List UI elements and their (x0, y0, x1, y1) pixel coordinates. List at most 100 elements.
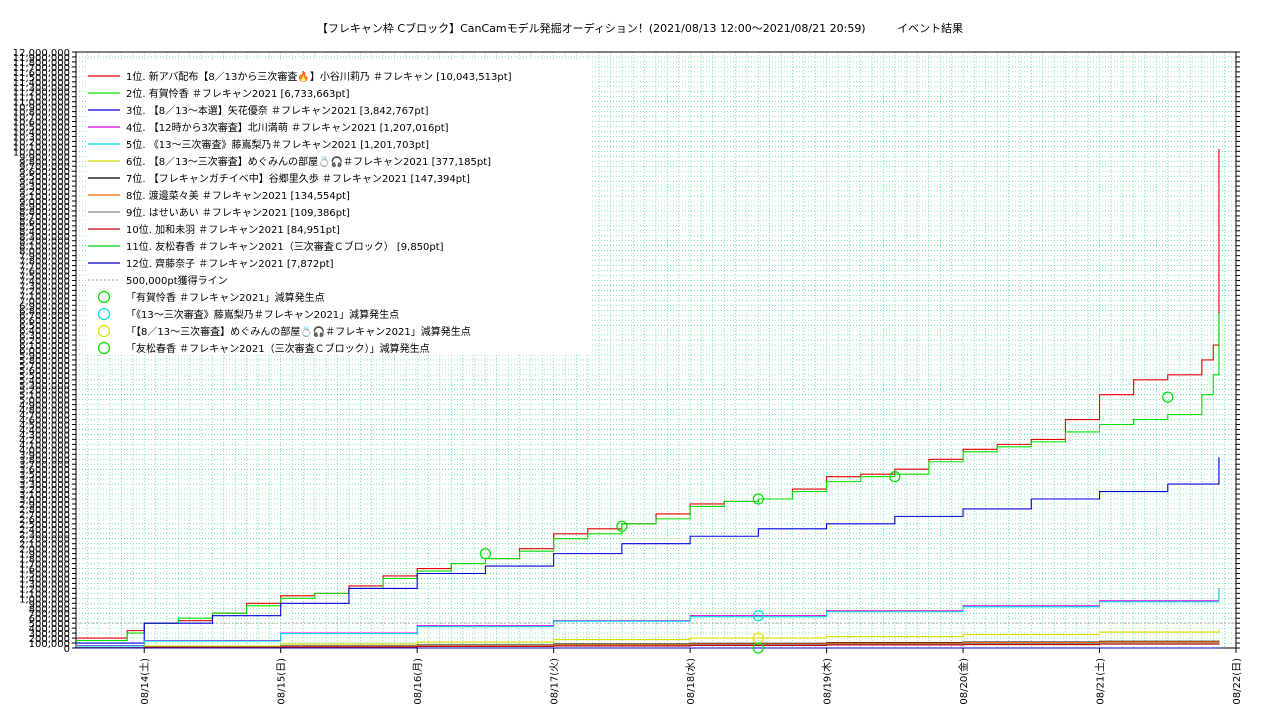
y-tick-label: 300,000 (29, 629, 70, 640)
y-tick-label-minor: 7,800,000 (19, 257, 70, 268)
y-tick-label: 100,000 (29, 639, 70, 650)
y-tick-label-minor: 7,100,000 (19, 291, 70, 302)
y-tick-label-minor: 1,300,000 (19, 579, 70, 590)
y-tick-label-minor: 10,500,000 (13, 123, 70, 134)
y-tick-label-minor: 8,800,000 (19, 207, 70, 218)
y-tick-label-minor: 3,600,000 (19, 465, 70, 476)
legend-marker-2 (97, 307, 111, 321)
y-tick-label-minor: 7,400,000 (19, 276, 70, 287)
y-tick-label-minor: 3,700,000 (19, 460, 70, 471)
series-line-2 (76, 313, 1220, 642)
y-tick-label-minor: 7,300,000 (19, 281, 70, 292)
drop-marker-1 (1162, 391, 1174, 403)
y-tick-label: 7,000,000 (19, 296, 70, 307)
y-tick-label-minor: 4,500,000 (19, 421, 70, 432)
y-tick-label-minor: 4,400,000 (19, 425, 70, 436)
x-axis: 08/14(土) 08/15(日) 08/16(月) 08/17(火) 08/18(水)… (138, 648, 1243, 705)
y-tick-label-minor: 1,700,000 (19, 560, 70, 571)
y-tick-label-minor: 2,200,000 (19, 535, 70, 546)
y-tick-label-minor: 3,500,000 (19, 470, 70, 481)
y-tick-label-minor: 1,100,000 (19, 589, 70, 600)
y-tick-label-minor: 7,700,000 (19, 262, 70, 273)
y-tick-label-minor: 10,800,000 (13, 108, 70, 119)
y-tick-label-minor: 8,600,000 (19, 217, 70, 228)
y-tick-label-minor: 11,900,000 (13, 53, 70, 64)
y-tick-label-minor: 2,600,000 (19, 515, 70, 526)
y-tick-label-minor: 11,500,000 (13, 73, 70, 84)
y-tick-label-minor: 2,900,000 (19, 500, 70, 511)
y-tick-label-minor: 3,800,000 (19, 455, 70, 466)
legend-label-1: 1位. 新アバ配布【8／13から三次審査🔥】小谷川莉乃 ＃フレキャン [10,0… (126, 70, 512, 83)
y-tick-label-minor: 3,200,000 (19, 485, 70, 496)
legend: 1位. 新アバ配布【8／13から三次審査🔥】小谷川莉乃 ＃フレキャン [10,0… (86, 60, 591, 355)
y-tick-label-minor: 7,500,000 (19, 272, 70, 283)
drop-markers (479, 391, 1174, 654)
y-tick-label-minor: 6,400,000 (19, 326, 70, 337)
y-tick-label-minor: 7,600,000 (19, 267, 70, 278)
y-tick-label-minor: 6,800,000 (19, 306, 70, 317)
y-tick-label-minor: 8,100,000 (19, 242, 70, 253)
x-tick-label: 08/16(月) (412, 658, 424, 705)
y-tick-label-minor: 9,300,000 (19, 182, 70, 193)
drop-marker-2 (752, 610, 764, 622)
legend-marker-3 (97, 324, 111, 338)
x-tick-label: 08/14(土) (138, 658, 151, 705)
y-tick-label-minor: 4,800,000 (19, 406, 70, 417)
y-tick-label: 11,000,000 (13, 98, 70, 109)
y-tick-label-minor: 1,600,000 (19, 565, 70, 576)
y-tick-label-minor: 4,700,000 (19, 411, 70, 422)
drop-marker-1 (616, 520, 628, 532)
y-tick-label-minor: 10,400,000 (13, 127, 70, 138)
y-tick-label: 5,000,000 (19, 396, 70, 407)
y-tick-label: 800,000 (29, 604, 70, 615)
legend-marker-1 (97, 290, 111, 304)
y-tick-label-minor: 6,200,000 (19, 336, 70, 347)
x-tick-label: 08/21(土) (1094, 658, 1107, 705)
legend-label-12: 12位. 齊藤奈子 ＃フレキャン2021 [7,872pt] (126, 257, 334, 270)
legend-marker-label-3: 「【8／13〜三次審査】めぐみんの部屋💍🎧＃フレキャン2021」減算発生点 (126, 325, 471, 338)
y-tick-label-minor: 1,200,000 (19, 584, 70, 595)
series-lines (76, 149, 1220, 649)
chart-title-main: 【フレキャン枠 Cブロック】CanCamモデル発掘オーディション！(2021/0… (316, 22, 866, 35)
legend-label-9: 9位. はせいあい ＃フレキャン2021 [109,386pt] (126, 206, 350, 219)
y-tick-label: 400,000 (29, 624, 70, 635)
y-tick-label: 1,000,000 (19, 594, 70, 605)
y-tick-label-minor: 10,100,000 (13, 142, 70, 153)
legend-label-2: 2位. 有賀怜香 ＃フレキャン2021 [6,733,663pt] (126, 87, 350, 100)
y-tick-label: 200,000 (29, 634, 70, 645)
series-line-3 (76, 457, 1220, 644)
y-tick-label-minor: 7,900,000 (19, 252, 70, 263)
y-tick-label-minor: 10,200,000 (13, 137, 70, 148)
legend-marker-4 (97, 341, 111, 355)
y-tick-label-minor: 10,600,000 (13, 118, 70, 129)
y-tick-label-minor: 9,700,000 (19, 162, 70, 173)
y-tick-label-minor: 11,800,000 (13, 58, 70, 69)
y-tick-label-minor: 9,800,000 (19, 157, 70, 168)
y-tick-label-minor: 2,500,000 (19, 520, 70, 531)
y-tick-label-minor: 11,600,000 (13, 68, 70, 79)
y-tick-label-minor: 6,300,000 (19, 331, 70, 342)
y-tick-label-minor: 1,400,000 (19, 574, 70, 585)
y-tick-label: 9,000,000 (19, 197, 70, 208)
y-tick-label: 10,000,000 (13, 147, 70, 158)
legend-label-5: 5位. 《13〜三次審査》藤嶌梨乃＃フレキャン2021 [1,201,703pt… (126, 138, 429, 151)
drop-marker-1 (889, 471, 901, 483)
y-tick-label-minor: 3,300,000 (19, 480, 70, 491)
y-tick-label: 500,000 (29, 619, 70, 630)
y-tick-label-minor: 5,300,000 (19, 381, 70, 392)
y-tick-label-minor: 8,500,000 (19, 222, 70, 233)
legend-label-4: 4位. 【12時から3次審査】北川満萌 ＃フレキャン2021 [1,207,01… (126, 121, 449, 134)
y-tick-label-minor: 1,800,000 (19, 555, 70, 566)
legend-marker-label-1: 「有賀怜香 ＃フレキャン2021」減算発生点 (126, 291, 325, 304)
legend-label-8: 8位. 渡邊菜々美 ＃フレキャン2021 [134,554pt] (126, 189, 350, 202)
legend-label-11: 11位. 友松春香 ＃フレキャン2021（三次審査Ｃブロック） [9,850pt… (126, 240, 444, 253)
y-tick-label-minor: 10,900,000 (13, 103, 70, 114)
y-tick-label-minor: 11,100,000 (13, 93, 70, 104)
y-tick-label-minor: 6,700,000 (19, 311, 70, 322)
drop-marker-4 (752, 642, 764, 654)
y-tick-label-minor: 1,900,000 (19, 550, 70, 561)
y-tick-label-minor: 4,900,000 (19, 401, 70, 412)
y-tick-label-minor: 6,600,000 (19, 316, 70, 327)
y-tick-label: 4,000,000 (19, 445, 70, 456)
